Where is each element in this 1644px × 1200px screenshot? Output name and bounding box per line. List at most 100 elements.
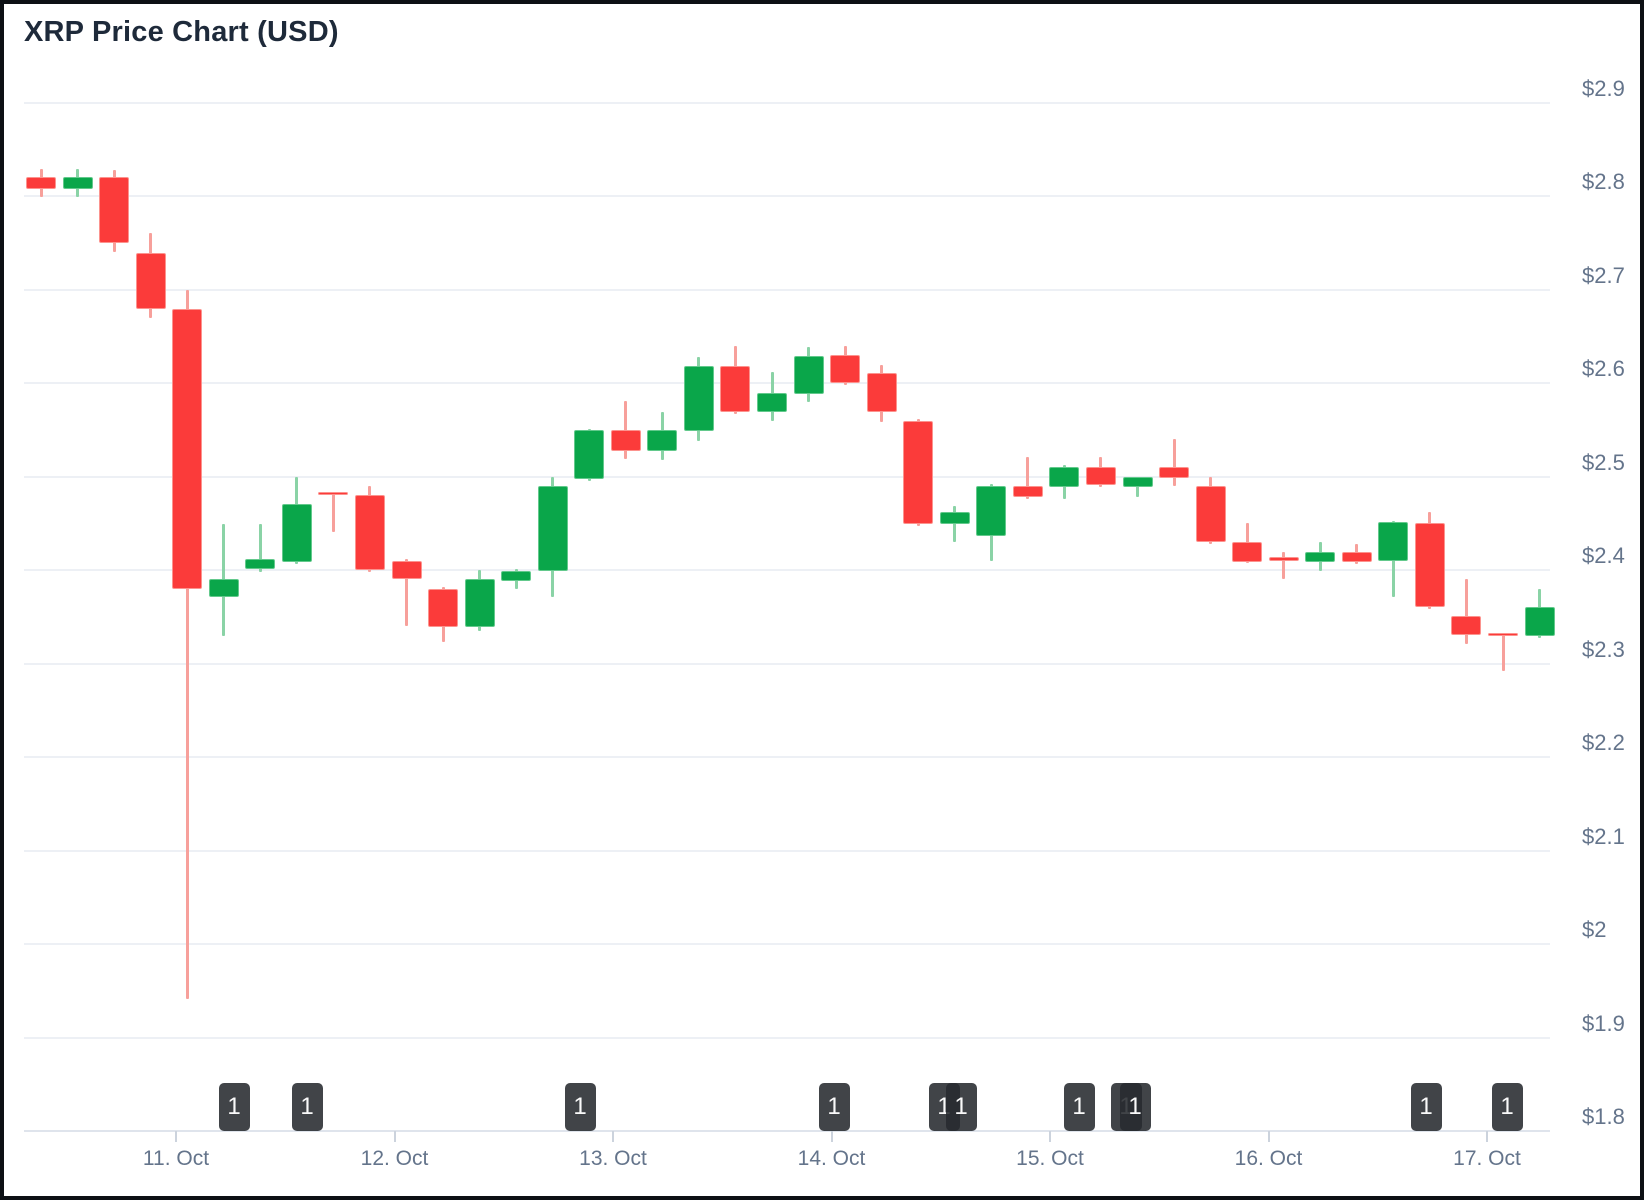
candle-wick (1501, 633, 1505, 671)
y-gridline (24, 1130, 1550, 1132)
x-axis-label: 14. Oct (797, 1147, 866, 1170)
candle[interactable] (501, 570, 532, 582)
x-axis-tick (175, 1131, 177, 1142)
event-badge[interactable]: 1 (818, 1083, 850, 1131)
y-gridline (24, 195, 1550, 197)
candle[interactable] (1305, 552, 1336, 562)
candle[interactable] (318, 491, 349, 496)
x-axis-tick (393, 1131, 396, 1142)
y-axis-label: $2.4 (1582, 543, 1625, 568)
y-axis-label: $1.9 (1582, 1010, 1625, 1036)
candle[interactable] (281, 503, 312, 562)
candle[interactable] (1195, 485, 1226, 542)
x-axis-label: 12. Oct (360, 1147, 429, 1170)
candle-wick (185, 290, 189, 1000)
event-badge[interactable]: 1 (1491, 1083, 1523, 1131)
event-badge[interactable]: 1 (1410, 1083, 1442, 1131)
y-axis-label: $2.5 (1582, 449, 1625, 475)
candle-wick (331, 492, 335, 532)
y-axis-label: $2.7 (1582, 262, 1625, 288)
candle[interactable] (866, 372, 897, 412)
candle[interactable] (1232, 541, 1263, 562)
y-axis-label: $2.9 (1582, 75, 1625, 101)
candle[interactable] (172, 309, 203, 589)
candle[interactable] (62, 177, 93, 190)
candle[interactable] (939, 512, 970, 525)
candle[interactable] (1122, 477, 1153, 487)
x-axis-label: 15. Oct (1016, 1147, 1084, 1170)
y-axis-label: $2 (1582, 917, 1607, 942)
y-axis-label: $2.3 (1582, 636, 1625, 662)
y-axis-label: $1.8 (1582, 1104, 1625, 1129)
candle-wick (1136, 476, 1139, 498)
candle[interactable] (720, 366, 751, 412)
x-axis-label: 17. Oct (1453, 1147, 1521, 1170)
event-badge[interactable]: 1 (945, 1083, 977, 1131)
candle[interactable] (830, 354, 861, 383)
candle[interactable] (1049, 467, 1080, 487)
candle[interactable] (683, 366, 714, 431)
candle[interactable] (537, 485, 568, 571)
x-axis-label: 11. Oct (142, 1147, 210, 1170)
y-gridline (24, 288, 1550, 291)
candle[interactable] (1085, 467, 1116, 485)
event-badge[interactable]: 1 (218, 1083, 250, 1131)
candle-wick (1282, 552, 1286, 580)
candle[interactable] (1524, 607, 1555, 637)
candle[interactable] (135, 253, 166, 310)
candle[interactable] (1378, 522, 1409, 561)
chart-title: XRP Price Chart (USD) (24, 16, 339, 48)
candle[interactable] (757, 393, 787, 412)
candle[interactable] (1414, 523, 1445, 608)
event-badge[interactable]: 1 (291, 1083, 323, 1131)
y-axis-label: $2.8 (1582, 169, 1625, 194)
y-gridline (24, 756, 1550, 758)
candle[interactable] (464, 579, 495, 628)
candle[interactable] (391, 560, 422, 580)
y-gridline (24, 1036, 1550, 1039)
candle-wick (258, 524, 262, 572)
x-axis-tick (1267, 1131, 1270, 1142)
candle[interactable] (647, 429, 678, 452)
candle-wick (1172, 439, 1176, 486)
x-axis-tick (1049, 1131, 1051, 1142)
candle-wick (953, 506, 957, 542)
candle[interactable] (976, 485, 1007, 537)
y-gridline (24, 662, 1550, 665)
candle[interactable] (793, 355, 824, 395)
candle[interactable] (208, 579, 239, 598)
candle-wick (405, 558, 408, 627)
y-gridline (24, 569, 1550, 571)
candle[interactable] (1159, 467, 1190, 479)
candle-wick (624, 400, 628, 459)
candle[interactable] (26, 177, 56, 190)
event-badge[interactable]: 1 (1119, 1083, 1151, 1131)
x-axis-label: 16. Oct (1234, 1147, 1303, 1170)
x-axis-tick (612, 1131, 614, 1142)
candle[interactable] (1012, 485, 1043, 498)
candle[interactable] (1488, 632, 1518, 637)
candle[interactable] (903, 421, 934, 525)
event-badge[interactable]: 1 (564, 1083, 596, 1131)
candle[interactable] (99, 177, 130, 243)
y-axis-label: $2.1 (1582, 823, 1625, 849)
candle[interactable] (428, 588, 459, 628)
y-gridline (24, 849, 1550, 852)
x-axis-tick (830, 1131, 833, 1142)
candle-wick (1464, 579, 1468, 644)
event-badge[interactable]: 1 (1063, 1083, 1095, 1131)
candle[interactable] (245, 558, 276, 570)
candle[interactable] (610, 429, 641, 452)
candle[interactable] (1268, 557, 1299, 561)
x-axis-label: 13. Oct (579, 1147, 647, 1170)
candle[interactable] (574, 429, 605, 480)
candle[interactable] (1451, 615, 1482, 636)
x-axis-tick (1486, 1131, 1488, 1142)
y-gridline (24, 475, 1550, 478)
y-gridline (24, 943, 1550, 945)
candle[interactable] (1341, 552, 1372, 562)
candle[interactable] (354, 495, 385, 570)
y-gridline (24, 101, 1550, 104)
y-gridline (24, 382, 1550, 384)
